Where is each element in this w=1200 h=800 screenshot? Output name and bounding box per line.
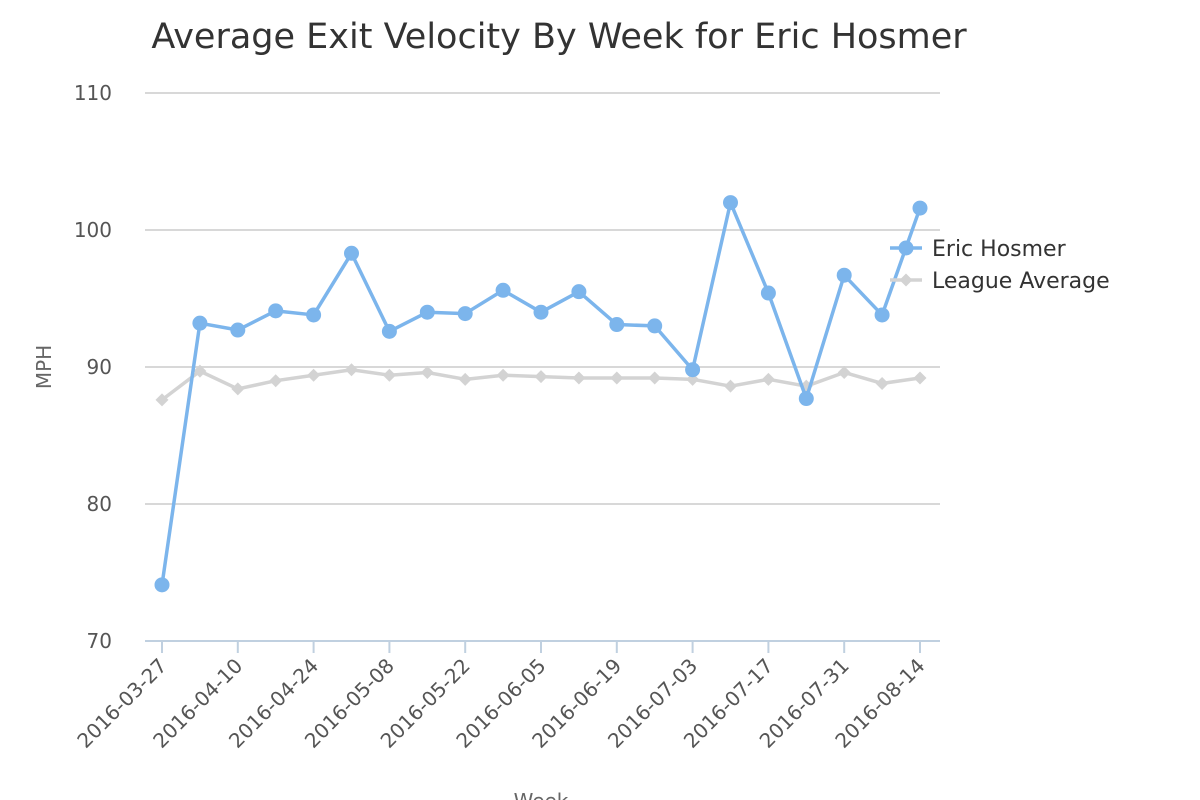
- series-area: [154, 195, 928, 593]
- legend-label: Eric Hosmer: [932, 237, 1067, 262]
- legend-item[interactable]: League Average: [890, 269, 1110, 294]
- series-league-average: [155, 363, 927, 407]
- data-point[interactable]: [798, 391, 814, 407]
- y-tick-label: 80: [87, 492, 112, 516]
- data-point[interactable]: [760, 285, 776, 301]
- data-point[interactable]: [230, 322, 246, 338]
- data-point[interactable]: [875, 376, 889, 390]
- legend[interactable]: Eric Hosmer League Average: [890, 237, 1110, 294]
- data-point[interactable]: [458, 372, 472, 386]
- data-point[interactable]: [836, 267, 852, 283]
- y-tick-label: 70: [87, 629, 112, 653]
- data-point[interactable]: [381, 323, 397, 339]
- data-point[interactable]: [269, 374, 283, 388]
- data-point[interactable]: [419, 304, 435, 320]
- data-point[interactable]: [913, 371, 927, 385]
- data-point[interactable]: [761, 372, 775, 386]
- data-point[interactable]: [912, 200, 928, 216]
- data-point[interactable]: [306, 307, 322, 323]
- data-point[interactable]: [457, 306, 473, 322]
- data-point[interactable]: [382, 368, 396, 382]
- data-point[interactable]: [307, 368, 321, 382]
- series-eric-hosmer: [154, 195, 928, 593]
- data-point[interactable]: [610, 371, 624, 385]
- x-axis: 2016-03-272016-04-102016-04-242016-05-08…: [72, 640, 940, 753]
- x-axis-title: Week: [514, 789, 569, 800]
- grid-lines: [145, 92, 940, 505]
- chart-title: Average Exit Velocity By Week for Eric H…: [151, 17, 967, 57]
- data-point[interactable]: [647, 318, 663, 334]
- data-point[interactable]: [874, 307, 890, 323]
- data-point[interactable]: [534, 370, 548, 384]
- data-point[interactable]: [344, 245, 359, 261]
- data-point[interactable]: [231, 382, 245, 396]
- data-point[interactable]: [571, 284, 587, 300]
- y-axis: 70 80 90 100 110: [74, 81, 112, 653]
- y-tick-label: 100: [74, 218, 112, 242]
- data-point[interactable]: [572, 371, 586, 385]
- data-point[interactable]: [155, 393, 169, 407]
- data-point[interactable]: [420, 365, 434, 379]
- y-axis-title: MPH: [32, 345, 56, 389]
- data-point[interactable]: [496, 368, 510, 382]
- data-point[interactable]: [685, 362, 701, 378]
- data-point[interactable]: [345, 363, 358, 377]
- legend-label: League Average: [932, 269, 1110, 294]
- legend-marker: [898, 240, 914, 256]
- legend-item[interactable]: Eric Hosmer: [890, 237, 1067, 262]
- data-point[interactable]: [609, 317, 625, 333]
- data-point[interactable]: [193, 364, 207, 378]
- data-point[interactable]: [533, 304, 549, 320]
- data-point[interactable]: [495, 282, 511, 298]
- data-point[interactable]: [268, 303, 284, 319]
- data-point[interactable]: [837, 365, 851, 379]
- data-point[interactable]: [192, 315, 208, 331]
- data-point[interactable]: [723, 195, 738, 211]
- y-tick-label: 90: [87, 355, 112, 379]
- y-tick-label: 110: [74, 81, 112, 105]
- data-point[interactable]: [648, 371, 662, 385]
- data-point[interactable]: [724, 379, 737, 393]
- legend-marker: [899, 273, 913, 287]
- data-point[interactable]: [154, 577, 170, 593]
